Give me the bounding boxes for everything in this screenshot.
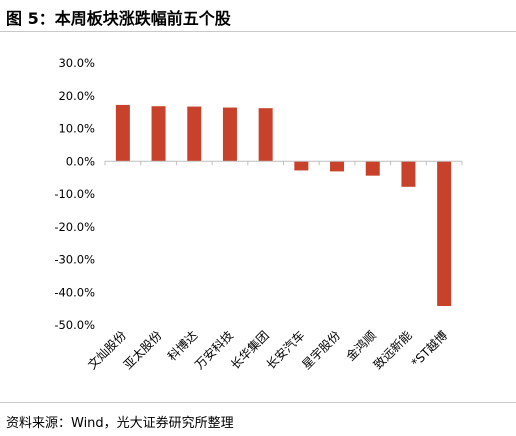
bar [365, 161, 380, 176]
bar [401, 161, 416, 187]
x-tick-label: *ST越博 [408, 328, 450, 370]
y-tick-label: -40.0% [54, 285, 95, 299]
top-divider [0, 31, 516, 32]
bar [330, 161, 345, 172]
bar [437, 161, 452, 307]
y-axis-ticks: 30.0% 20.0% 10.0% 0.0% -10.0% -20.0% -30.0% -40… [54, 56, 95, 332]
y-tick-label: 10.0% [58, 122, 95, 136]
x-tick-label: 致远新能 [370, 328, 415, 373]
bar [187, 106, 202, 162]
bar [222, 107, 237, 162]
y-tick-label: -30.0% [54, 253, 95, 267]
y-tick-label: 0.0% [66, 154, 95, 168]
bottom-divider [0, 402, 516, 403]
x-tick-label: 万安科技 [192, 328, 237, 373]
x-tick-label: 星宇股份 [299, 328, 343, 372]
page-title: 图 5：本周板块涨跌幅前五个股 [6, 9, 231, 28]
y-tick-label: -10.0% [54, 187, 95, 201]
y-tick-label: 20.0% [58, 89, 95, 103]
bar [294, 161, 309, 171]
x-tick-label: 文灿股份 [84, 328, 129, 373]
y-tick-label: -20.0% [54, 220, 95, 234]
source-note: 资料来源：Wind，光大证券研究所整理 [6, 416, 234, 431]
x-tick-label: 长华集团 [227, 328, 272, 373]
x-axis [104, 160, 463, 166]
bar [258, 108, 273, 162]
y-tick-label: -50.0% [54, 318, 95, 332]
bar [115, 104, 130, 162]
y-tick-label: 30.0% [58, 56, 95, 70]
x-tick-label: 长安汽车 [263, 328, 308, 373]
bar [151, 106, 166, 162]
bars [115, 104, 452, 307]
bar-chart: 30.0% 20.0% 10.0% 0.0% -10.0% -20.0% -30.0% -40… [54, 56, 463, 373]
x-tick-label: 亚太股份 [120, 328, 165, 373]
